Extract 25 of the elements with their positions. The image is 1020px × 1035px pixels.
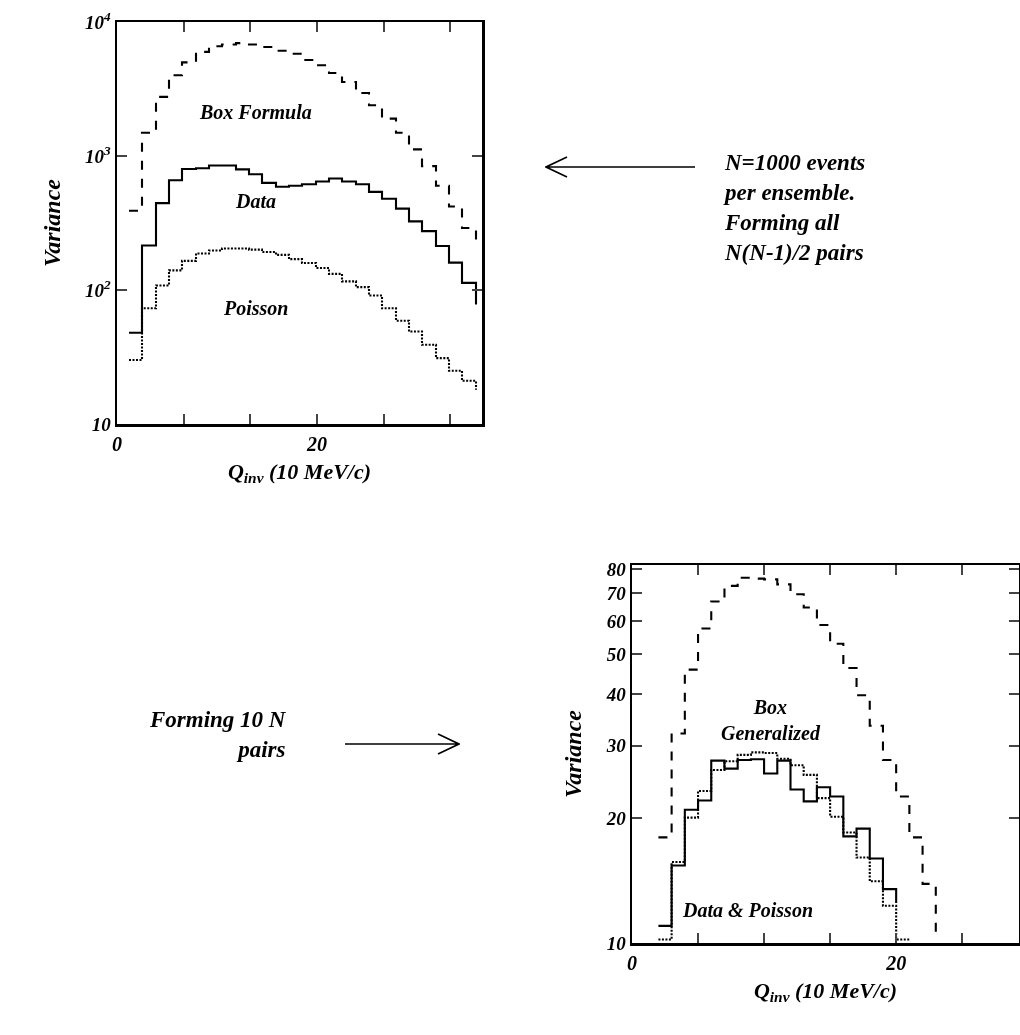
series-label: Box Generalized: [721, 696, 821, 744]
text: Forming 10 N pairs: [150, 706, 286, 764]
y-tick-label: 10: [91, 413, 112, 435]
y-tick-label: 40: [605, 683, 627, 705]
y-tick-label: 60: [606, 610, 627, 632]
y-axis-title: Variance: [559, 709, 586, 799]
y-tick-label: 80: [606, 559, 627, 581]
y-tick-label: 50: [606, 643, 627, 665]
y-tick-label: 30: [605, 735, 627, 757]
annotation: Data & Poisson: [683, 898, 814, 923]
y-axis-title: Variance: [38, 178, 65, 268]
y-tick-label: 20: [605, 808, 627, 830]
x-axis-title: Q$_{inv}$ (10 MeV/c): [227, 458, 372, 487]
y-tick-label: 10$^{3}$: [85, 142, 112, 167]
x-tick-label: 0: [627, 951, 637, 974]
series-label: Poisson: [223, 297, 289, 319]
x-axis-title: Q$_{inv}$ (10 MeV/c): [753, 977, 898, 1006]
y-tick-label: 10: [606, 932, 627, 954]
x-tick-label: 0: [112, 432, 122, 455]
series-label: Data: [235, 190, 276, 212]
series-label: Box Formula: [199, 101, 312, 123]
y-tick-label: 70: [606, 583, 627, 605]
y-tick-label: 10$^{2}$: [85, 276, 112, 301]
text: N=1000 events per ensemble. Forming all N(N-1)/2 pairs: [725, 149, 866, 267]
y-tick-label: 10$^{4}$: [85, 8, 112, 33]
